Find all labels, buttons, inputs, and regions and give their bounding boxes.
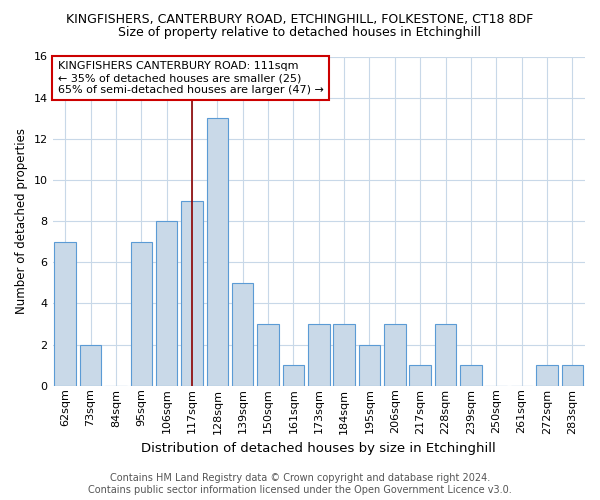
Bar: [131, 242, 152, 386]
Bar: [562, 365, 583, 386]
Bar: [206, 118, 228, 386]
Text: KINGFISHERS CANTERBURY ROAD: 111sqm
← 35% of detached houses are smaller (25)
65: KINGFISHERS CANTERBURY ROAD: 111sqm ← 35…: [58, 62, 324, 94]
Bar: [156, 221, 178, 386]
Bar: [460, 365, 482, 386]
Bar: [384, 324, 406, 386]
X-axis label: Distribution of detached houses by size in Etchinghill: Distribution of detached houses by size …: [142, 442, 496, 455]
Bar: [80, 344, 101, 386]
Bar: [334, 324, 355, 386]
Y-axis label: Number of detached properties: Number of detached properties: [15, 128, 28, 314]
Bar: [257, 324, 279, 386]
Text: Contains HM Land Registry data © Crown copyright and database right 2024.
Contai: Contains HM Land Registry data © Crown c…: [88, 474, 512, 495]
Text: Size of property relative to detached houses in Etchinghill: Size of property relative to detached ho…: [119, 26, 482, 39]
Bar: [536, 365, 558, 386]
Bar: [232, 283, 253, 386]
Bar: [55, 242, 76, 386]
Bar: [308, 324, 329, 386]
Bar: [409, 365, 431, 386]
Text: KINGFISHERS, CANTERBURY ROAD, ETCHINGHILL, FOLKESTONE, CT18 8DF: KINGFISHERS, CANTERBURY ROAD, ETCHINGHIL…: [67, 12, 533, 26]
Bar: [435, 324, 457, 386]
Bar: [181, 200, 203, 386]
Bar: [283, 365, 304, 386]
Bar: [359, 344, 380, 386]
